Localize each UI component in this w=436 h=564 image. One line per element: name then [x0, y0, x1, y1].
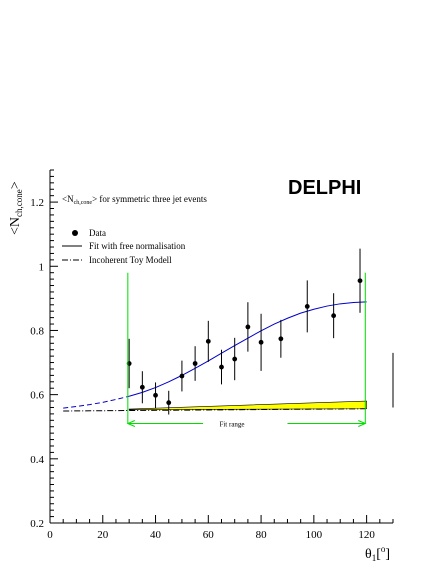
y-tick-label: 1.2	[30, 197, 44, 209]
y-tick-label: 0.6	[30, 390, 44, 402]
data-point	[219, 364, 224, 370]
toy-model-line	[63, 408, 367, 412]
x-tick-label: 20	[97, 529, 109, 541]
data-point	[331, 313, 337, 319]
chart-note: <Nch,cone> for symmetric three jet event…	[62, 194, 207, 206]
x-axis-title: θ1[o]	[365, 544, 390, 563]
x-tick-label: 60	[203, 529, 215, 541]
legend-label-toy: Incoherent Toy Modell	[89, 255, 172, 265]
x-tick-label: 120	[358, 529, 375, 541]
y-tick-label: 0.8	[30, 325, 44, 337]
axes-frame	[49, 170, 394, 524]
legend: Data Fit with free normalisation Incoher…	[62, 228, 186, 265]
x-tick-label: 0	[47, 529, 53, 541]
fit-curve-extrapolated	[63, 395, 130, 409]
toy-model-band	[128, 400, 367, 411]
data-point	[139, 384, 145, 390]
legend-label-data: Data	[89, 228, 106, 238]
legend-label-fit: Fit with free normalisation	[89, 241, 186, 251]
axis-ticks: 0 20 40 60 80 100 120 0.2 0.4 0.6 0.8 1 1.2	[30, 169, 394, 541]
fit-range-layer	[126, 272, 367, 427]
delphi-logo: DELPHI	[288, 177, 361, 199]
data-point	[153, 392, 158, 398]
data-point	[232, 356, 238, 362]
data-point	[304, 303, 310, 309]
data-point	[245, 324, 251, 330]
fit-range-label: Fit range	[219, 421, 244, 429]
data-point	[179, 373, 185, 379]
data-point	[278, 336, 284, 342]
x-tick-label: 80	[256, 529, 268, 541]
data-point	[357, 278, 363, 284]
y-tick-label: 0.2	[30, 518, 44, 530]
fit-range-arrowhead-left	[126, 420, 136, 427]
y-tick-label: 0.4	[30, 454, 44, 466]
curve-layer	[63, 301, 367, 412]
x-tick-label: 40	[150, 529, 162, 541]
y-tick-label: 1	[39, 261, 45, 273]
data-point	[192, 361, 198, 366]
data-point	[166, 400, 172, 406]
data-points-layer	[126, 248, 363, 415]
toy-model-band-layer	[128, 400, 367, 411]
x-tick-label: 100	[306, 529, 323, 541]
data-point	[258, 339, 264, 345]
y-axis-title: <Nch,cone>	[8, 181, 24, 235]
fit-range-arrowhead-right	[358, 420, 367, 427]
legend-data-marker	[72, 230, 78, 236]
data-point	[205, 338, 211, 344]
